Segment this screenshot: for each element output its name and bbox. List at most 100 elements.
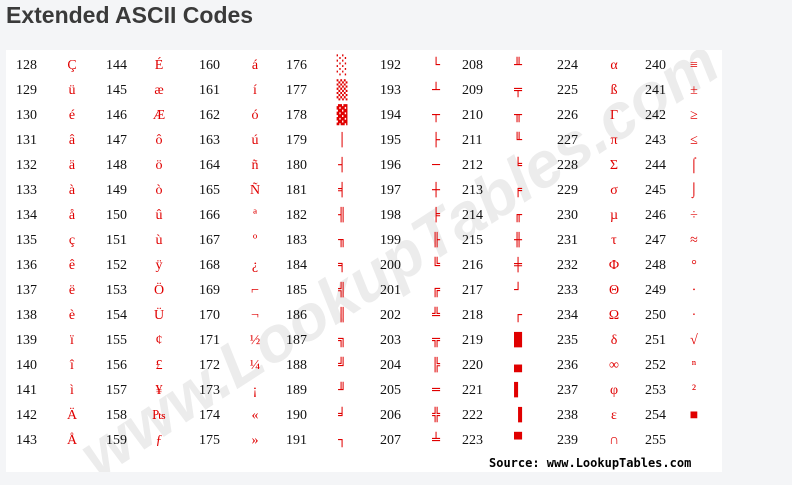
ascii-code: 185 xyxy=(286,283,307,298)
ascii-code: 203 xyxy=(380,333,401,348)
ascii-char: ⌐ xyxy=(251,283,259,298)
ascii-code: 213 xyxy=(462,183,483,198)
ascii-code: 128 xyxy=(16,58,37,73)
ascii-code: 230 xyxy=(557,208,578,223)
ascii-code: 239 xyxy=(557,433,578,448)
ascii-char: Ω xyxy=(608,308,620,323)
ascii-char: ⌠ xyxy=(689,158,699,173)
ascii-code: 224 xyxy=(557,58,578,73)
ascii-char: Φ xyxy=(608,258,620,273)
ascii-char: ╡ xyxy=(338,183,346,198)
ascii-char: ± xyxy=(690,83,698,98)
ascii-code: 242 xyxy=(645,108,666,123)
ascii-char: ≥ xyxy=(690,108,698,123)
ascii-code: 153 xyxy=(106,283,127,298)
ascii-code: 233 xyxy=(557,283,578,298)
ascii-code: 174 xyxy=(199,408,220,423)
ascii-char: ═ xyxy=(432,383,440,398)
ascii-char: ╙ xyxy=(514,133,522,148)
ascii-char: ╤ xyxy=(514,83,522,98)
ascii-char: ╘ xyxy=(514,158,522,173)
ascii-code: 164 xyxy=(199,158,220,173)
ascii-char: █ xyxy=(514,333,522,348)
ascii-char: ╢ xyxy=(338,208,346,223)
ascii-char: Θ xyxy=(608,283,620,298)
ascii-code: 193 xyxy=(380,83,401,98)
ascii-char: í xyxy=(253,83,257,98)
ascii-code: 143 xyxy=(16,433,37,448)
ascii-char: Σ xyxy=(609,158,619,173)
ascii-table-panel: www.LookupTables.com 128 Ç 129 ü 130 é 131 â 132… xyxy=(6,50,722,472)
ascii-code: 208 xyxy=(462,58,483,73)
ascii-code: 171 xyxy=(199,333,220,348)
ascii-code: 167 xyxy=(199,233,220,248)
ascii-code: 240 xyxy=(645,58,666,73)
ascii-code: 232 xyxy=(557,258,578,273)
ascii-char: è xyxy=(68,308,76,323)
ascii-code: 229 xyxy=(557,183,578,198)
ascii-code: 156 xyxy=(106,358,127,373)
ascii-code: 220 xyxy=(462,358,483,373)
source-credit: Source: www.LookupTables.com xyxy=(489,456,692,470)
ascii-char: π xyxy=(610,133,618,148)
ascii-code: 231 xyxy=(557,233,578,248)
ascii-char: τ xyxy=(611,233,617,248)
ascii-code: 176 xyxy=(286,58,307,73)
ascii-code: 236 xyxy=(557,358,578,373)
ascii-char: ▓ xyxy=(336,105,348,126)
ascii-char: ▀ xyxy=(514,433,522,448)
ascii-char: ─ xyxy=(432,158,440,173)
ascii-char: ö xyxy=(155,158,163,173)
ascii-char: ¿ xyxy=(251,258,259,273)
ascii-char: σ xyxy=(610,183,618,198)
ascii-char: ≈ xyxy=(690,233,698,248)
ascii-char: └ xyxy=(432,58,440,73)
ascii-code: 192 xyxy=(380,58,401,73)
ascii-char: ç xyxy=(68,233,76,248)
ascii-code: 218 xyxy=(462,308,483,323)
ascii-char: ∩ xyxy=(608,433,620,448)
ascii-code: 252 xyxy=(645,358,666,373)
ascii-char: ▄ xyxy=(514,358,522,373)
ascii-code: 207 xyxy=(380,433,401,448)
ascii-char: ì xyxy=(70,383,74,398)
ascii-code: 146 xyxy=(106,108,127,123)
ascii-char: ├ xyxy=(432,133,440,148)
ascii-char: Γ xyxy=(609,108,619,123)
ascii-code: 165 xyxy=(199,183,220,198)
ascii-char: ╗ xyxy=(338,333,346,348)
ascii-code: 219 xyxy=(462,333,483,348)
ascii-code: 142 xyxy=(16,408,37,423)
ascii-code: 250 xyxy=(645,308,666,323)
ascii-code: 197 xyxy=(380,183,401,198)
ascii-char: ² xyxy=(691,383,697,398)
ascii-char: ╫ xyxy=(514,233,522,248)
ascii-code: 187 xyxy=(286,333,307,348)
ascii-code: 206 xyxy=(380,408,401,423)
ascii-char: é xyxy=(68,108,76,123)
ascii-char: ï xyxy=(70,333,74,348)
ascii-code: 161 xyxy=(199,83,220,98)
ascii-code: 255 xyxy=(645,433,666,448)
ascii-char: ≤ xyxy=(690,133,698,148)
ascii-code: 148 xyxy=(106,158,127,173)
ascii-char: δ xyxy=(610,333,618,348)
ascii-code: 214 xyxy=(462,208,483,223)
ascii-char: │ xyxy=(338,133,346,148)
ascii-char: ╬ xyxy=(432,408,440,423)
ascii-char: ⁿ xyxy=(691,358,697,373)
ascii-code: 140 xyxy=(16,358,37,373)
ascii-char: Ä xyxy=(66,408,78,423)
ascii-code: 179 xyxy=(286,133,307,148)
ascii-char: ╞ xyxy=(432,208,440,223)
ascii-code: 196 xyxy=(380,158,401,173)
ascii-code: 134 xyxy=(16,208,37,223)
ascii-char: à xyxy=(68,183,76,198)
ascii-code: 237 xyxy=(557,383,578,398)
ascii-char: ╝ xyxy=(338,358,346,373)
ascii-char: ß xyxy=(610,83,618,98)
ascii-char: â xyxy=(68,133,76,148)
ascii-char: ó xyxy=(251,108,259,123)
ascii-code: 253 xyxy=(645,383,666,398)
ascii-code: 138 xyxy=(16,308,37,323)
